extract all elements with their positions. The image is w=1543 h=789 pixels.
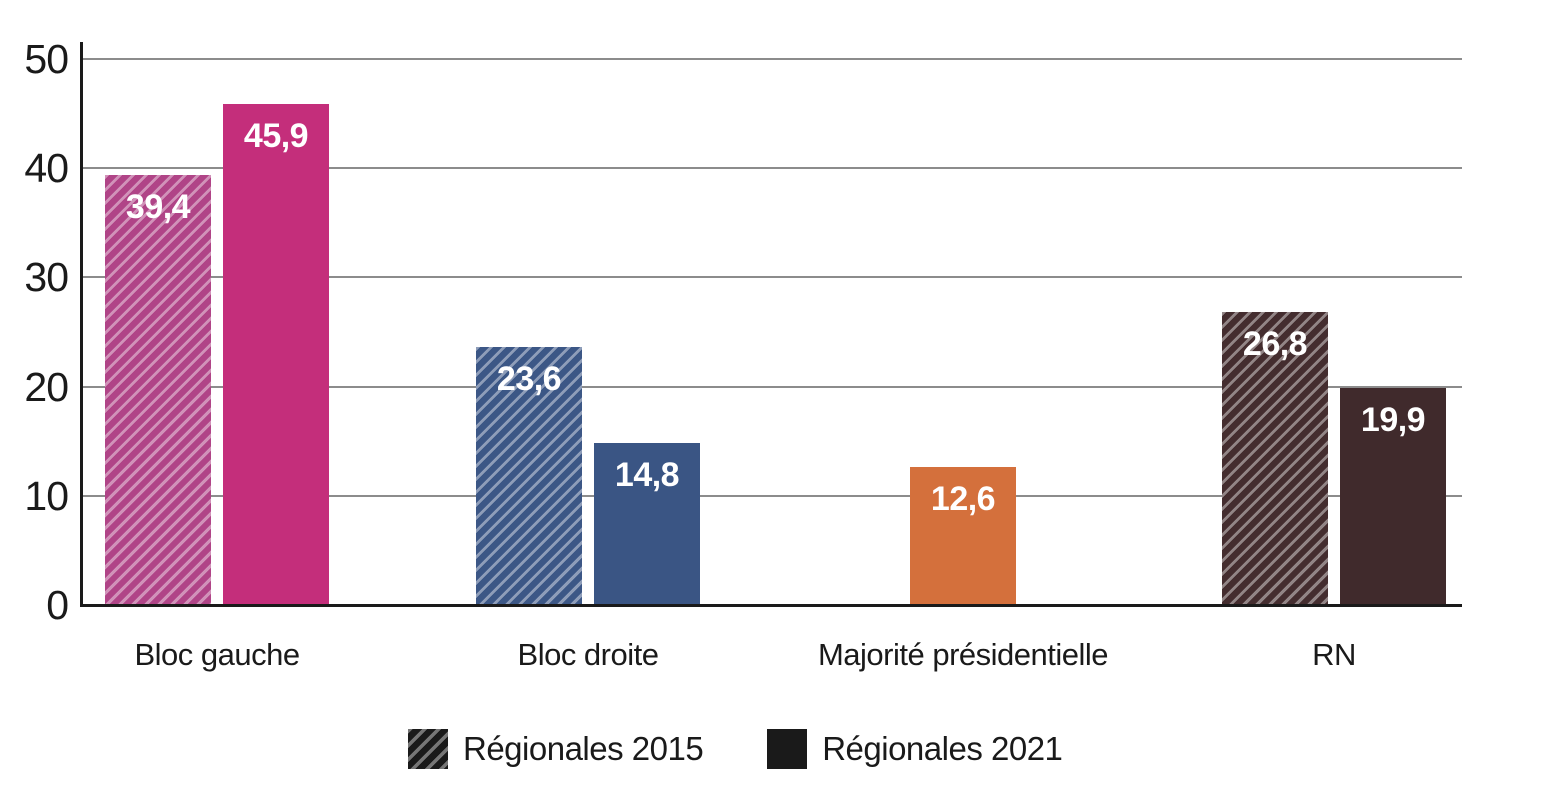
bar-value-label: 19,9 bbox=[1360, 401, 1426, 439]
bar-regionales-2015-bloc-gauche: 39,4 bbox=[105, 175, 211, 605]
y-axis-tick-label-50: 50 bbox=[24, 36, 69, 82]
bar-value-label: 26,8 bbox=[1242, 325, 1308, 363]
legend-swatch-solid-icon bbox=[767, 729, 808, 769]
category-label-bloc-gauche: Bloc gauche bbox=[134, 637, 300, 672]
y-axis-line bbox=[80, 42, 83, 606]
legend-item-regionales-2021: Régionales 2021 bbox=[767, 729, 1063, 769]
gridline-10 bbox=[80, 494, 1462, 497]
bar-regionales-2021-bloc-gauche: 45,9 bbox=[223, 104, 329, 605]
bar-value-label: 14,8 bbox=[614, 456, 680, 494]
legend-label: Régionales 2021 bbox=[822, 730, 1063, 767]
y-axis-tick-label-20: 20 bbox=[24, 363, 69, 410]
y-axis-tick-label-0: 0 bbox=[46, 582, 69, 628]
chart-legend: Régionales 2015 Régionales 2021 bbox=[408, 729, 1063, 769]
bar-regionales-2021-majorite-presidentielle: 12,6 bbox=[910, 467, 1016, 605]
bar-regionales-2015-rn: 26,8 bbox=[1222, 312, 1328, 605]
category-label-bloc-droite: Bloc droite bbox=[517, 637, 659, 672]
bar-value-label: 12,6 bbox=[930, 480, 996, 518]
legend-item-regionales-2015: Régionales 2015 bbox=[408, 729, 704, 769]
y-axis-tick-label-30: 30 bbox=[24, 254, 69, 301]
bar-regionales-2021-bloc-droite: 14,8 bbox=[594, 443, 700, 605]
legend-label: Régionales 2015 bbox=[463, 730, 704, 767]
y-axis-tick-label-40: 40 bbox=[24, 145, 69, 192]
y-axis-tick-label-10: 10 bbox=[24, 472, 69, 519]
legend-swatch-hatched-icon bbox=[408, 729, 448, 769]
bar-value-label: 39,4 bbox=[125, 188, 191, 226]
gridline-40 bbox=[80, 167, 1462, 170]
category-label-rn: RN bbox=[1312, 637, 1356, 672]
bar-regionales-2021-rn: 19,9 bbox=[1340, 388, 1446, 605]
gridline-20 bbox=[80, 385, 1462, 388]
gridline-50 bbox=[80, 58, 1462, 60]
category-label-majorite-presidentielle: Majorité présidentielle bbox=[817, 637, 1109, 672]
bar-regionales-2015-bloc-droite: 23,6 bbox=[476, 347, 582, 605]
gridline-30 bbox=[80, 276, 1462, 279]
bar-value-label: 45,9 bbox=[243, 117, 309, 155]
x-axis-line bbox=[80, 603, 1462, 607]
bar-value-label: 23,6 bbox=[496, 360, 562, 398]
